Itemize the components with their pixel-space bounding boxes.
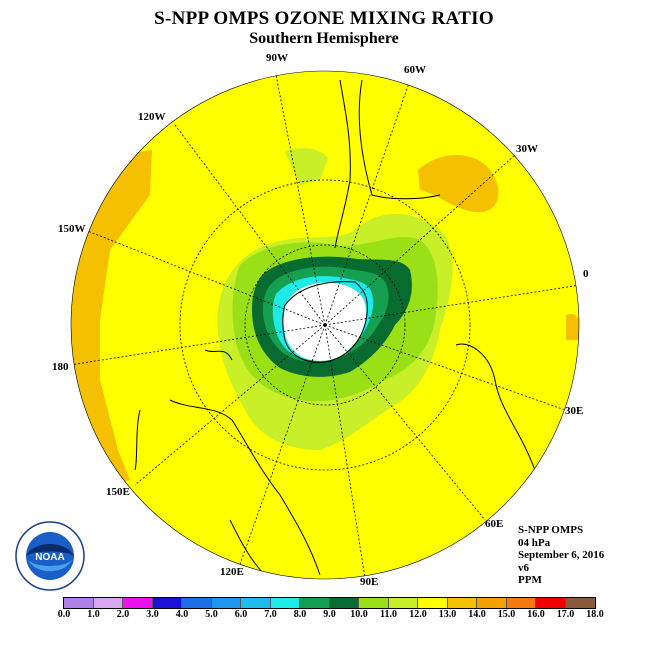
lon-label-90w: 90W bbox=[266, 52, 288, 64]
colorbar-swatch bbox=[447, 598, 477, 608]
colorbar-swatch bbox=[536, 598, 566, 608]
colorbar-tick-label: 11.0 bbox=[380, 609, 397, 620]
logo-text: NOAA bbox=[35, 552, 64, 563]
lon-label-60e: 60E bbox=[485, 518, 504, 530]
info-date: September 6, 2016 bbox=[518, 549, 605, 561]
colorbar-tick-label: 7.0 bbox=[264, 609, 277, 620]
colorbar-tick-label: 2.0 bbox=[116, 609, 130, 620]
colorbar-tick-label: 5.0 bbox=[205, 609, 218, 620]
colorbar-swatch bbox=[388, 598, 418, 608]
lon-label-120w: 120W bbox=[138, 111, 166, 123]
info-units: PPM bbox=[518, 574, 542, 586]
colorbar-tick-label: 9.0 bbox=[323, 609, 336, 620]
map-subtitle: Southern Hemisphere bbox=[249, 30, 399, 47]
pole-marker bbox=[323, 323, 327, 327]
map-title: S-NPP OMPS OZONE MIXING RATIO bbox=[154, 8, 494, 29]
colorbar-tick-label: 18.0 bbox=[586, 609, 604, 620]
colorbar-tick-label: 14.0 bbox=[468, 609, 486, 620]
colorbar-swatch bbox=[300, 598, 330, 608]
colorbar-tick-label: 4.0 bbox=[175, 609, 189, 620]
field-high-northeast bbox=[418, 155, 499, 213]
map-border bbox=[70, 70, 580, 580]
colorbar-swatch bbox=[241, 598, 271, 608]
colorbar-swatch bbox=[477, 598, 507, 608]
lon-label-30w: 30W bbox=[516, 143, 538, 155]
colorbar-tick-label: 15.0 bbox=[497, 609, 516, 620]
colorbar-tick-label: 12.0 bbox=[409, 609, 427, 620]
colorbar-tick-label: 3.0 bbox=[146, 609, 159, 620]
field-ring-11 bbox=[285, 148, 328, 185]
colorbar-swatch bbox=[211, 598, 241, 608]
lon-label-150w: 150W bbox=[58, 223, 86, 235]
colorbar-tick-label: 16.0 bbox=[527, 609, 545, 620]
lon-label-150e: 150E bbox=[106, 486, 130, 498]
colorbar-tick-label: 10.0 bbox=[350, 609, 368, 620]
info-version: v6 bbox=[518, 561, 529, 574]
colorbar-tick-label: 6.0 bbox=[234, 609, 248, 620]
colorbar-swatch bbox=[152, 598, 182, 608]
colorbar-swatch bbox=[506, 598, 536, 608]
colorbar-swatch bbox=[93, 598, 123, 608]
colorbar-swatch bbox=[565, 598, 595, 608]
lon-label-30e: 30E bbox=[565, 405, 584, 417]
lon-label-90e: 90E bbox=[360, 576, 379, 588]
lon-label-120e: 120E bbox=[220, 566, 244, 578]
colorbar bbox=[63, 597, 596, 609]
info-block: S-NPP OMPS 04 hPa September 6, 2016 v6 P… bbox=[518, 524, 604, 587]
info-level: 04 hPa bbox=[518, 536, 551, 549]
colorbar-tick-label: 8.0 bbox=[293, 609, 307, 620]
colorbar-swatch bbox=[182, 598, 212, 608]
field-core bbox=[283, 282, 367, 361]
colorbar-swatch bbox=[329, 598, 359, 608]
field-high-east bbox=[566, 314, 579, 340]
colorbar-swatch bbox=[418, 598, 448, 608]
colorbar-swatch bbox=[64, 598, 94, 608]
colorbar-tick-label: 17.0 bbox=[556, 609, 575, 620]
colorbar-swatch bbox=[359, 598, 389, 608]
lon-label-60w: 60W bbox=[404, 64, 426, 76]
colorbar-swatch bbox=[270, 598, 300, 608]
noaa-logo: NOAA bbox=[15, 521, 85, 591]
colorbar-swatch bbox=[123, 598, 153, 608]
lon-label-180: 180 bbox=[52, 361, 69, 373]
info-instrument: S-NPP OMPS bbox=[518, 524, 584, 536]
lon-label-0: 0 bbox=[583, 268, 589, 280]
graticule bbox=[71, 71, 579, 579]
colorbar-tick-label: 0.0 bbox=[57, 609, 71, 620]
coastlines bbox=[134, 79, 556, 576]
colorbar-tick-label: 1.0 bbox=[87, 609, 100, 620]
colorbar-tick-label: 13.0 bbox=[438, 609, 457, 620]
